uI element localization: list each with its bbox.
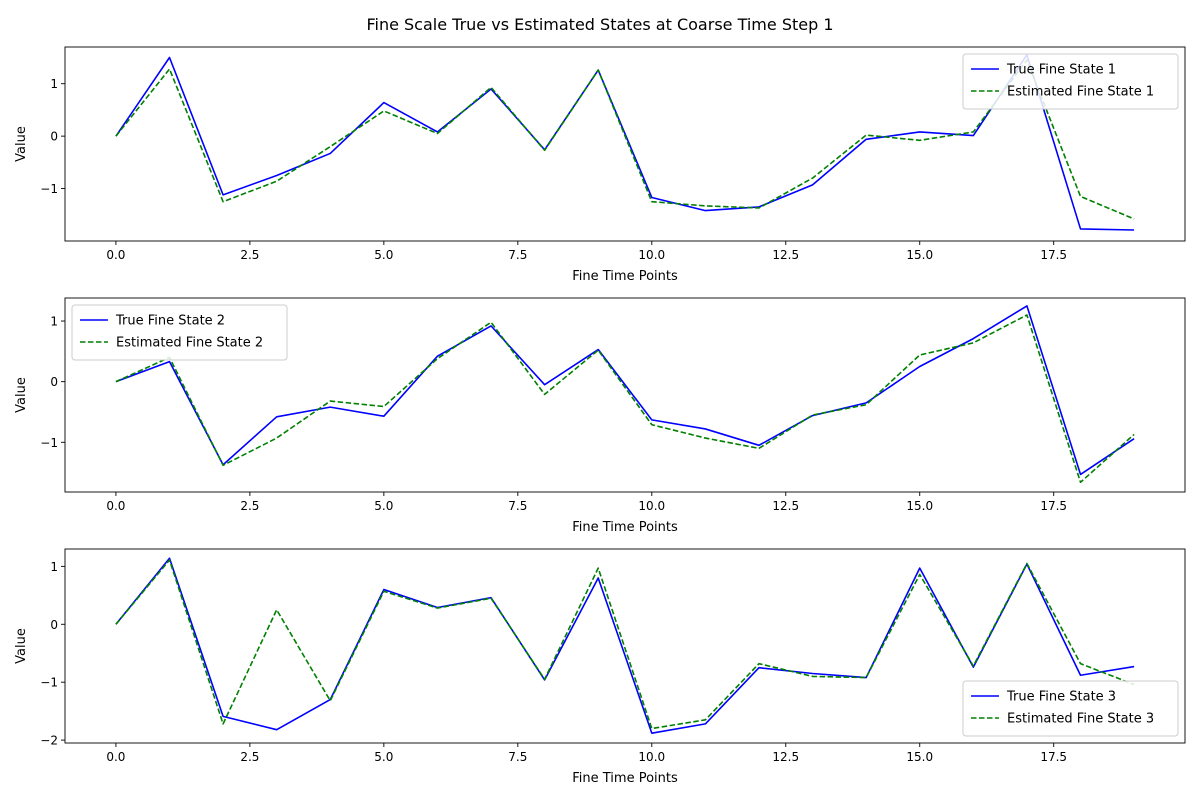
x-tick-label: 17.5 — [1040, 750, 1067, 764]
x-axis-label: Fine Time Points — [572, 520, 678, 535]
y-axis-label: Value — [14, 377, 29, 413]
x-tick-label: 7.5 — [508, 750, 527, 764]
x-tick-label: 12.5 — [772, 499, 799, 513]
series-line-1 — [115, 305, 1135, 476]
x-tick-label: 0.0 — [106, 248, 125, 262]
legend-label-2: Estimated Fine State 2 — [116, 336, 263, 351]
subplot-3: 0.0 2.5 5.0 7.5 10.0 12.5 15.0 17.5 1 0 −1 −2 Fine T… — [14, 548, 1186, 786]
series-group — [115, 54, 1135, 231]
legend-label-1: True Fine State 1 — [1006, 63, 1116, 78]
x-axis-label: Fine Time Points — [572, 771, 678, 786]
x-tick-label: 15.0 — [906, 248, 933, 262]
figure-title: Fine Scale True vs Estimated States at C… — [366, 15, 833, 34]
y-axis-label: Value — [14, 628, 29, 664]
x-tick-label: 2.5 — [240, 248, 259, 262]
y-tick-label: −1 — [40, 436, 58, 450]
x-tick-label: 12.5 — [772, 750, 799, 764]
x-tick-label: 17.5 — [1040, 248, 1067, 262]
x-tick-label: 5.0 — [374, 750, 393, 764]
axes-frame — [64, 46, 1186, 242]
legend-box — [71, 304, 288, 361]
subplot-2: 0.0 2.5 5.0 7.5 10.0 12.5 15.0 17.5 1 0 −1 Fine Tim… — [14, 297, 1186, 535]
legend-label-2: Estimated Fine State 3 — [1007, 712, 1154, 727]
y-tick-label: 1 — [50, 77, 58, 91]
legend: True Fine State 2 Estimated Fine State 2 — [71, 304, 288, 361]
x-tick-label: 12.5 — [772, 248, 799, 262]
series-line-2 — [115, 59, 1135, 220]
y-tick-label: 1 — [50, 560, 58, 574]
y-tick-label: −2 — [40, 734, 58, 748]
series-group — [115, 557, 1135, 734]
axes-frame — [64, 297, 1186, 493]
x-tick-label: 0.0 — [106, 499, 125, 513]
y-tick-label: −1 — [40, 676, 58, 690]
series-group — [115, 305, 1135, 484]
x-tick-label: 5.0 — [374, 248, 393, 262]
x-tick-label: 17.5 — [1040, 499, 1067, 513]
y-tick-label: −1 — [40, 182, 58, 196]
series-line-2 — [115, 559, 1135, 730]
y-axis-label: Value — [14, 126, 29, 162]
legend-label-2: Estimated Fine State 1 — [1007, 85, 1154, 100]
x-tick-label: 7.5 — [508, 499, 527, 513]
y-tick-label: 0 — [50, 618, 58, 632]
y-tick-label: 0 — [50, 375, 58, 389]
x-tick-label: 10.0 — [638, 750, 665, 764]
series-line-2 — [115, 314, 1135, 484]
subplot-1: 0.0 2.5 5.0 7.5 10.0 12.5 15.0 17.5 1 0 −1 Fine Tim… — [14, 46, 1186, 284]
legend-box — [962, 680, 1179, 737]
y-tick-label: 1 — [50, 315, 58, 329]
legend: True Fine State 3 Estimated Fine State 3 — [962, 680, 1179, 737]
x-tick-label: 10.0 — [638, 248, 665, 262]
series-line-1 — [115, 54, 1135, 231]
x-tick-label: 2.5 — [240, 499, 259, 513]
x-tick-label: 5.0 — [374, 499, 393, 513]
legend-label-1: True Fine State 3 — [1006, 690, 1116, 705]
legend-box — [962, 53, 1179, 110]
x-tick-label: 10.0 — [638, 499, 665, 513]
x-axis-label: Fine Time Points — [572, 269, 678, 284]
legend-label-1: True Fine State 2 — [115, 314, 225, 329]
y-tick-label: 0 — [50, 130, 58, 144]
x-tick-label: 2.5 — [240, 750, 259, 764]
x-tick-label: 15.0 — [906, 750, 933, 764]
legend: True Fine State 1 Estimated Fine State 1 — [962, 53, 1179, 110]
x-tick-label: 7.5 — [508, 248, 527, 262]
axes-frame — [64, 548, 1186, 744]
x-tick-label: 0.0 — [106, 750, 125, 764]
x-tick-label: 15.0 — [906, 499, 933, 513]
